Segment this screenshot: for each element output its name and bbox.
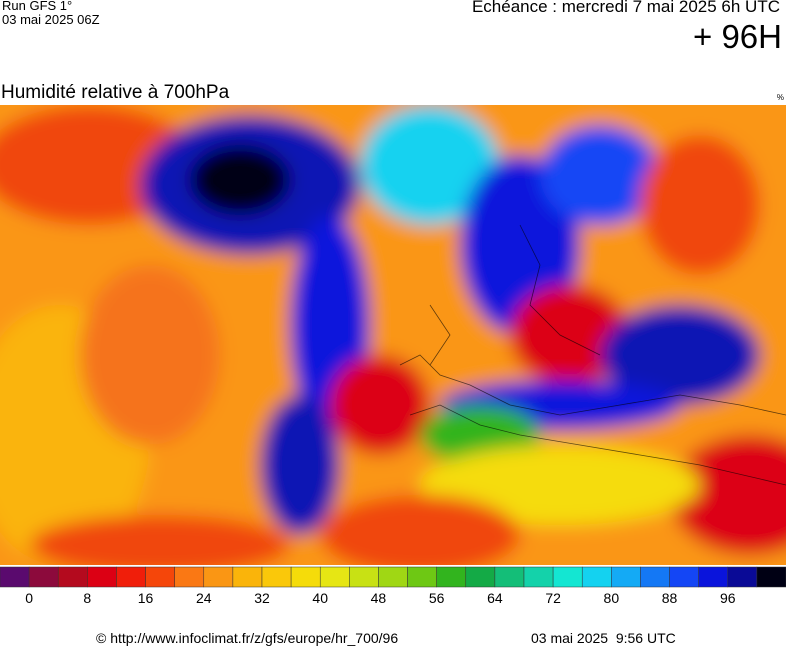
scale-swatch <box>232 566 263 588</box>
scale-swatch <box>290 566 321 588</box>
scale-tick-label: 96 <box>720 590 736 606</box>
scale-swatch <box>116 566 146 588</box>
forecast-time: Echéance : mercredi 7 mai 2025 6h UTC <box>471 0 780 16</box>
lead-time: + 96H <box>693 18 782 55</box>
scale-swatch <box>756 566 786 588</box>
scale-swatch <box>581 566 612 588</box>
scale-tick-label: 40 <box>312 590 328 606</box>
scale-swatch <box>611 566 641 588</box>
color-scale: 0 8 16 24 32 40 48 56 64 72 80 88 96 <box>0 566 786 606</box>
scale-tick-label: 8 <box>83 590 91 606</box>
scale-swatch <box>407 566 437 588</box>
scale-tick-label: 64 <box>487 590 503 606</box>
scale-tick-label: 16 <box>138 590 154 606</box>
scale-tick-label: 88 <box>662 590 678 606</box>
scale-swatch <box>640 566 670 588</box>
unit: % <box>776 93 784 102</box>
scale-swatch <box>523 566 554 588</box>
scale-tick-label: 72 <box>545 590 561 606</box>
scale-swatch <box>87 566 117 588</box>
humidity-map <box>0 105 786 565</box>
scale-tick-label: 80 <box>604 590 620 606</box>
scale-swatch <box>698 566 729 588</box>
scale-swatch <box>28 566 59 588</box>
scale-swatch <box>465 566 496 588</box>
scale-tick-label: 24 <box>196 590 212 606</box>
scale-swatch <box>669 566 699 588</box>
scale-tick-label: 48 <box>371 590 387 606</box>
scale-swatch <box>552 566 583 588</box>
scale-swatch <box>378 566 408 588</box>
scale-swatch <box>319 566 350 588</box>
scale-swatch <box>145 566 175 588</box>
scale-swatch <box>0 566 30 588</box>
scale-swatch <box>174 566 205 588</box>
scale-swatch <box>436 566 467 588</box>
run-date: 03 mai 2025 06Z <box>2 12 100 27</box>
scale-swatch <box>57 566 88 588</box>
generated-time: 03 mai 2025 9:56 UTC <box>531 630 676 646</box>
scale-tick-label: 0 <box>25 590 33 606</box>
scale-swatch <box>261 566 292 588</box>
run-label: Run GFS 1° <box>2 0 73 13</box>
source: © http://www.infoclimat.fr/z/gfs/europe/… <box>96 630 399 646</box>
scale-swatch <box>349 566 379 588</box>
scale-swatch <box>203 566 234 588</box>
scale-tick-label: 56 <box>429 590 445 606</box>
scale-swatch <box>727 566 758 588</box>
scale-swatch <box>494 566 525 588</box>
map-title: Humidité relative à 700hPa <box>1 82 230 103</box>
scale-tick-label: 32 <box>254 590 270 606</box>
